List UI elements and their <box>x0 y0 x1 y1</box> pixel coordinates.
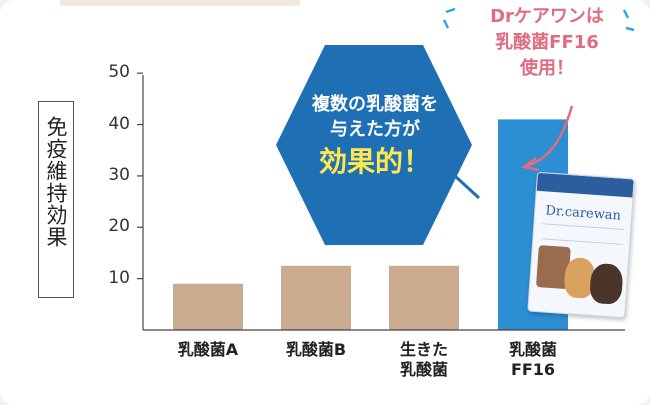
x-category-label-2-line-1: 乳酸菌B <box>285 340 347 359</box>
hexagon-pointer <box>453 174 481 200</box>
y-tick-label-50: 50 <box>108 62 130 83</box>
hexagon-line-2: 与えた方が <box>330 119 420 140</box>
x-category-label-1-line-1: 乳酸菌A <box>177 340 239 359</box>
y-ticks <box>137 72 143 280</box>
product-package-icon: Dr.carewan <box>527 171 635 319</box>
x-category-label-4-line-2: FF16 <box>510 360 556 379</box>
callout-line-1: Drケアワンは <box>490 6 604 27</box>
y-axis-label: 免疫維持効果 <box>44 116 68 248</box>
x-category-label-3-line-1: 生きた <box>399 340 448 359</box>
x-category-label-3: 生きた 乳酸菌 <box>374 340 474 380</box>
callout-accent-left <box>442 7 456 29</box>
product-brand: Dr.carewan <box>545 203 622 224</box>
callout-text: Drケアワンは 乳酸菌FF16 使用！ <box>472 4 622 82</box>
x-category-label-4: 乳酸菌 FF16 <box>483 340 583 380</box>
y-tick-label-40: 40 <box>108 113 130 134</box>
callout-accent-right <box>622 9 635 32</box>
product-text-lines <box>541 223 625 245</box>
callout-line-3: 使用！ <box>520 58 574 79</box>
hexagon-line-1: 複数の乳酸菌を <box>312 94 438 115</box>
callout-line-2: 乳酸菌FF16 <box>495 32 599 53</box>
y-axis-label-box: 免疫維持効果 <box>38 101 74 298</box>
bar-3 <box>389 265 459 330</box>
product-body: Dr.carewan <box>527 171 635 319</box>
bar-1 <box>173 283 243 330</box>
dog-image-2 <box>588 262 624 305</box>
y-tick-label-30: 30 <box>108 164 130 185</box>
x-category-label-1: 乳酸菌A <box>158 340 258 360</box>
x-category-label-4-line-1: 乳酸菌 <box>508 340 557 359</box>
y-tick-label-10: 10 <box>108 267 130 288</box>
hexagon-text: 複数の乳酸菌を 与えた方が 効果的！ <box>290 92 460 182</box>
y-tick-label-20: 20 <box>108 216 130 237</box>
callout-arrowhead <box>521 157 540 172</box>
hexagon-emphasis: 効果的！ <box>318 145 431 178</box>
bar-2 <box>281 265 351 330</box>
callout-arrow <box>526 105 574 168</box>
hexagon-badge <box>276 45 472 245</box>
x-category-label-2: 乳酸菌B <box>266 340 366 360</box>
top-decoration <box>60 0 300 6</box>
x-category-label-3-line-2: 乳酸菌 <box>399 360 448 379</box>
product-band <box>536 172 634 198</box>
